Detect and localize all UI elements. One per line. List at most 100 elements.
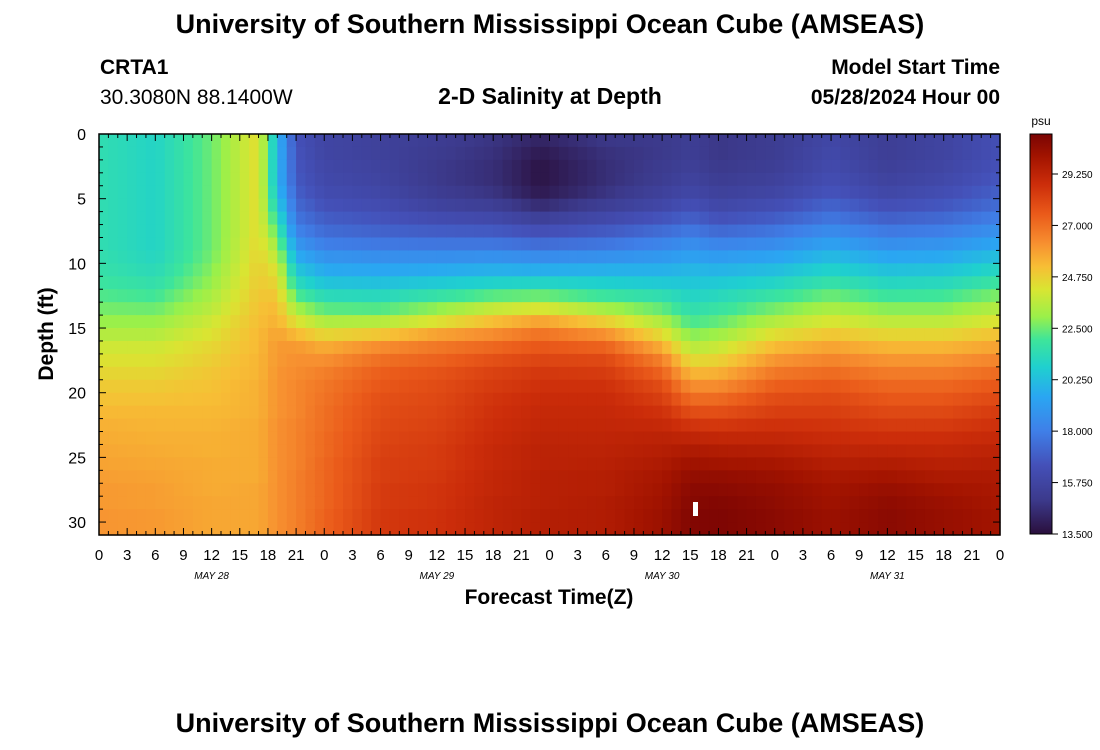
heatmap-cell <box>493 250 504 264</box>
heatmap-cell <box>418 340 429 355</box>
heatmap-cell <box>624 198 635 213</box>
heatmap-cell <box>887 522 898 536</box>
heatmap-cell <box>352 146 363 161</box>
heatmap-cell <box>455 405 466 420</box>
heatmap-cell <box>577 302 588 316</box>
heatmap-cell <box>521 263 532 277</box>
heatmap-cell <box>840 211 851 226</box>
heatmap-cell <box>540 418 551 433</box>
heatmap-cell <box>324 185 335 200</box>
heatmap-cell <box>765 418 776 433</box>
heatmap-cell <box>108 328 119 342</box>
heatmap-cell <box>511 340 522 355</box>
heatmap-cell <box>699 211 710 226</box>
heatmap-cell <box>699 366 710 381</box>
heatmap-cell <box>136 302 147 316</box>
heatmap-cell <box>408 250 419 264</box>
heatmap-cell <box>953 418 964 433</box>
heatmap-cell <box>934 315 945 329</box>
heatmap-cell <box>305 353 316 368</box>
heatmap-cell <box>267 444 278 458</box>
heatmap-cell <box>333 224 344 239</box>
heatmap-cell <box>577 431 588 446</box>
heatmap-cell <box>99 405 109 420</box>
heatmap-cell <box>183 431 194 446</box>
heatmap-cell <box>849 198 860 213</box>
heatmap-cell <box>821 509 832 523</box>
heatmap-cell <box>343 172 354 187</box>
heatmap-cell <box>465 134 476 148</box>
heatmap-cell <box>821 263 832 277</box>
heatmap-cell <box>568 224 579 239</box>
heatmap-cell <box>953 470 964 484</box>
heatmap-cell <box>155 237 166 252</box>
heatmap-cell <box>221 185 231 200</box>
heatmap-cell <box>896 353 907 368</box>
heatmap-cell <box>859 457 870 471</box>
heatmap-cell <box>521 457 532 471</box>
heatmap-cell <box>389 379 400 394</box>
heatmap-cell <box>568 172 579 187</box>
heatmap-cell <box>831 405 842 420</box>
heatmap-cell <box>624 509 635 523</box>
heatmap-cell <box>896 444 907 458</box>
x-tick-label: 21 <box>513 547 530 564</box>
heatmap-cell <box>371 237 382 252</box>
heatmap-cell <box>502 405 513 420</box>
heatmap-cell <box>615 302 626 316</box>
heatmap-cell <box>465 340 476 355</box>
heatmap-cell <box>877 237 888 252</box>
heatmap-cell <box>483 224 494 239</box>
heatmap-cell <box>558 431 569 446</box>
heatmap-cell <box>483 276 494 290</box>
heatmap-cell <box>849 159 860 174</box>
heatmap-cell <box>624 224 635 239</box>
heatmap-cell <box>418 185 429 200</box>
heatmap-cell <box>249 172 260 187</box>
heatmap-cell <box>108 172 119 187</box>
heatmap-cell <box>249 302 260 316</box>
heatmap-cell <box>755 496 766 510</box>
heatmap-cell <box>540 483 551 497</box>
heatmap-cell <box>981 315 992 329</box>
heatmap-cell <box>127 263 138 277</box>
heatmap-cell <box>924 379 935 394</box>
heatmap-cell <box>906 328 917 342</box>
heatmap-cell <box>924 250 935 264</box>
heatmap-cell <box>784 444 795 458</box>
heatmap-cell <box>577 224 588 239</box>
heatmap-cell <box>821 418 832 433</box>
heatmap-cell <box>399 379 410 394</box>
heatmap-cell <box>793 250 804 264</box>
heatmap-cell <box>662 328 673 342</box>
heatmap-cell <box>896 470 907 484</box>
heatmap-cell <box>455 418 466 433</box>
heatmap-cell <box>821 457 832 471</box>
heatmap-cell <box>831 340 842 355</box>
x-axis-label: Forecast Time(Z) <box>465 586 634 609</box>
heatmap-cell <box>727 172 738 187</box>
heatmap-cell <box>568 237 579 252</box>
heatmap-cell <box>145 224 156 239</box>
heatmap-cell <box>877 379 888 394</box>
heatmap-cell <box>277 340 288 355</box>
heatmap-cell <box>436 289 447 303</box>
heatmap-cell <box>662 405 673 420</box>
heatmap-cell <box>765 198 776 213</box>
heatmap-cell <box>127 276 138 290</box>
heatmap-cell <box>802 185 813 200</box>
heatmap-cell <box>314 289 325 303</box>
heatmap-cell <box>343 431 354 446</box>
heatmap-cell <box>887 379 898 394</box>
heatmap-cell <box>962 198 973 213</box>
heatmap-cell <box>211 237 222 252</box>
heatmap-cell <box>408 134 419 148</box>
heatmap-cell <box>493 405 504 420</box>
heatmap-cell <box>699 146 710 161</box>
heatmap-cell <box>896 198 907 213</box>
heatmap-cell <box>183 483 194 497</box>
heatmap-cell <box>784 146 795 161</box>
heatmap-cell <box>314 379 325 394</box>
heatmap-cell <box>577 379 588 394</box>
heatmap-cell <box>596 237 607 252</box>
